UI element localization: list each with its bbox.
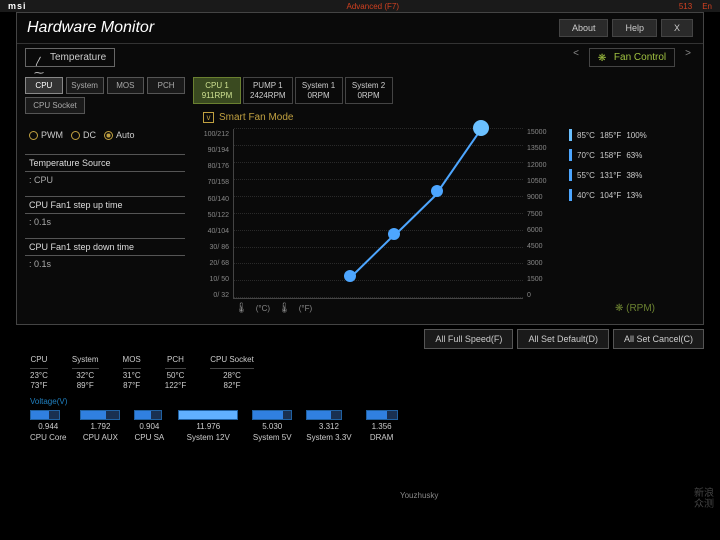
brand-logo: msi: [8, 1, 27, 11]
chart-plot[interactable]: [233, 129, 523, 299]
radio-dc[interactable]: DC: [71, 130, 96, 140]
tab-label: Fan Control: [614, 52, 666, 63]
fan-tabs: CPU 1911RPMPUMP 12424RPMSystem 10RPMSyst…: [193, 77, 695, 104]
radio-auto[interactable]: Auto: [104, 130, 135, 140]
right-column: CPU 1911RPMPUMP 12424RPMSystem 10RPMSyst…: [193, 77, 695, 314]
hdd-icon[interactable]: 513: [679, 2, 692, 11]
legend-row: 40°C104°F13%: [569, 189, 647, 201]
radio-pwm[interactable]: PWM: [29, 130, 63, 140]
fan-icon: ❋: [598, 53, 610, 63]
fan-tab[interactable]: CPU 1911RPM: [193, 77, 241, 104]
tempsrc-header: Temperature Source: [25, 154, 185, 172]
rpm-axis-labels: 1500013500120001050090007500600045003000…: [523, 129, 559, 299]
close-button[interactable]: X: [661, 19, 693, 37]
all-set-default-button[interactable]: All Set Default(D): [517, 329, 609, 349]
topbar-icons: 513 En: [679, 2, 712, 11]
source-system-button[interactable]: System: [66, 77, 104, 94]
voltage-column: 5.030System 5V: [252, 410, 292, 443]
voltage-column: 1.792CPU AUX: [80, 410, 120, 443]
voltage-column: 0.944CPU Core: [30, 410, 66, 443]
watermark: 新浪众测: [694, 488, 714, 510]
voltage-column: 0.904CPU SA: [134, 410, 164, 443]
watermark-text: Youzhusky: [400, 491, 438, 500]
lang-icon[interactable]: En: [702, 2, 712, 11]
all-set-cancel-button[interactable]: All Set Cancel(C): [613, 329, 704, 349]
title-bar: Hardware Monitor About Help X: [17, 13, 703, 44]
voltage-column: 1.356DRAM: [366, 410, 398, 443]
radio-icon: [29, 131, 38, 140]
help-button[interactable]: Help: [612, 19, 657, 37]
legend-row: 70°C158°F63%: [569, 149, 647, 161]
temp-column: System32°C89°F: [72, 355, 99, 391]
tab-temperature[interactable]: 〳⁓ Temperature: [25, 48, 115, 67]
legend-row: 55°C131°F38%: [569, 169, 647, 181]
temperature-readout: CPU23°C73°F System32°C89°F MOS31°C87°F PCH5…: [0, 349, 720, 397]
window-title: Hardware Monitor: [27, 19, 154, 37]
stepdown-value[interactable]: : 0.1s: [25, 256, 185, 272]
temp-column: PCH50°C122°F: [165, 355, 186, 391]
radio-icon: [104, 131, 113, 140]
panel-tabs: 〳⁓ Temperature < ❋ Fan Control >: [17, 44, 703, 71]
fan-tab[interactable]: System 10RPM: [295, 77, 343, 104]
y-axis-labels: 100/21290/19480/17670/15860/14050/12240/…: [193, 129, 233, 299]
temp-column: CPU Socket28°C82°F: [210, 355, 254, 391]
nav-next-icon[interactable]: >: [681, 48, 695, 67]
advanced-label[interactable]: Advanced (F7): [347, 2, 399, 11]
smart-fan-checkbox[interactable]: v: [203, 112, 214, 123]
curve-point[interactable]: [473, 120, 489, 136]
hardware-monitor-window: Hardware Monitor About Help X 〳⁓ Tempera…: [16, 12, 704, 325]
source-pch-button[interactable]: PCH: [147, 77, 185, 94]
stepdown-header: CPU Fan1 step down time: [25, 238, 185, 256]
curve-point[interactable]: [431, 185, 443, 197]
all-full-speed-button[interactable]: All Full Speed(F): [424, 329, 513, 349]
tab-label: Temperature: [50, 52, 106, 63]
nav-prev-icon[interactable]: <: [569, 48, 583, 67]
voltage-readout: 0.944CPU Core 1.792CPU AUX 0.904CPU SA 11.9…: [0, 406, 720, 451]
top-bar: msi Advanced (F7) 513 En: [0, 0, 720, 12]
left-column: CPU System MOS PCH CPU Socket PWM DC Aut…: [25, 77, 185, 314]
voltage-label: Voltage(V): [0, 397, 720, 406]
tempsrc-value[interactable]: : CPU: [25, 172, 185, 188]
curve-point[interactable]: [388, 228, 400, 240]
radio-icon: [71, 131, 80, 140]
source-mos-button[interactable]: MOS: [107, 77, 145, 94]
fan-tab[interactable]: PUMP 12424RPM: [243, 77, 293, 104]
legend-row: 85°C185°F100%: [569, 129, 647, 141]
voltage-column: 11.976System 12V: [178, 410, 238, 443]
fan-rpm-icon: ❋ (RPM): [615, 303, 655, 314]
smart-fan-label: Smart Fan Mode: [219, 112, 293, 123]
source-cpu-button[interactable]: CPU: [25, 77, 63, 94]
fan-tab[interactable]: System 20RPM: [345, 77, 393, 104]
tab-fancontrol[interactable]: ❋ Fan Control: [589, 48, 675, 67]
temp-column: MOS31°C87°F: [123, 355, 141, 391]
fan-curve-chart: 100/21290/19480/17670/15860/14050/12240/…: [193, 129, 695, 299]
waveform-icon: 〳⁓: [34, 53, 46, 63]
stepup-header: CPU Fan1 step up time: [25, 196, 185, 214]
stepup-value[interactable]: : 0.1s: [25, 214, 185, 230]
chart-legend: 85°C185°F100% 70°C158°F63% 55°C131°F38% 40°…: [569, 129, 647, 299]
thermometer-icon: 🌡: [235, 303, 248, 314]
about-button[interactable]: About: [559, 19, 609, 37]
temp-column: CPU23°C73°F: [30, 355, 48, 391]
thermometer-icon: 🌡: [278, 303, 291, 314]
source-socket-button[interactable]: CPU Socket: [25, 97, 85, 114]
curve-point[interactable]: [344, 270, 356, 282]
voltage-column: 3.312System 3.3V: [306, 410, 351, 443]
